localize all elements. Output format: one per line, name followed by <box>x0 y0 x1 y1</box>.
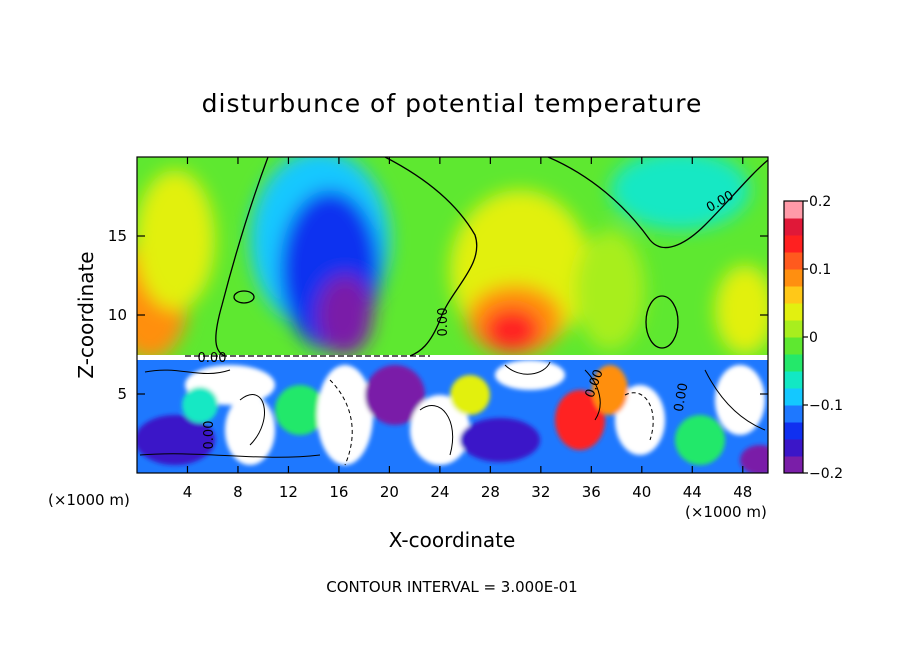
colorbar-swatch-9 <box>784 303 803 321</box>
y-tick-label-1: 10 <box>108 306 127 324</box>
lower-patch-11 <box>615 385 665 455</box>
lower-patch-5 <box>317 365 373 465</box>
colorbar: 0.2 0.1 0 −0.1 −0.2 <box>783 194 843 482</box>
lower-patch-13 <box>715 365 765 435</box>
lower-patch-9 <box>495 360 565 390</box>
lower-patch-4 <box>275 385 325 435</box>
contour-label-6: 0.00 <box>672 382 692 413</box>
closed-contour-right <box>645 295 679 349</box>
colorbar-tick-label-3: −0.1 <box>809 398 843 414</box>
x-tick-label-4: 20 <box>380 483 399 501</box>
field-blob-yellow-far-right <box>715 265 768 355</box>
zero-contour-right <box>547 157 768 249</box>
y-tick-label-2: 15 <box>108 227 127 245</box>
contour-label-3: 0.00 <box>198 351 227 366</box>
x-axis: 4 8 12 16 20 24 28 32 36 40 44 48 <box>183 157 752 501</box>
x-tick-label-5: 24 <box>430 483 449 501</box>
contour-interval-footer: CONTOUR INTERVAL = 3.000E-01 <box>326 578 577 596</box>
lower-patch-6 <box>365 365 425 425</box>
zero-contour-left <box>215 157 269 357</box>
colorbar-swatch-2 <box>784 422 803 440</box>
y-axis: 5 10 15 <box>108 227 768 403</box>
lower-patch-10 <box>555 390 605 450</box>
x-tick-label-7: 32 <box>531 483 550 501</box>
contour-label-2: 0.00 <box>436 308 451 337</box>
field-blob-cyan-right <box>610 157 750 230</box>
y-axis-label: Z-coordinate <box>74 251 98 378</box>
lower-patch-14 <box>592 365 628 415</box>
colorbar-swatch-0 <box>784 456 803 474</box>
x-tick-label-3: 16 <box>329 483 348 501</box>
x-tick-label-1: 8 <box>233 483 243 501</box>
x-tick-label-0: 4 <box>183 483 193 501</box>
x-unit-left: (×1000 m) <box>48 491 130 509</box>
colorbar-tick-label-4: −0.2 <box>809 466 843 482</box>
lower-patch-8 <box>460 418 540 462</box>
colorbar-swatch-12 <box>784 252 803 270</box>
lower-contours <box>139 361 766 466</box>
colorbar-swatch-15 <box>784 201 803 219</box>
contour-label-4: 0.00 <box>202 421 217 450</box>
x-tick-label-10: 44 <box>683 483 702 501</box>
field-blob-yellow-left <box>137 170 215 310</box>
heatmap-field: 0.00 0.00 0.00 0.00 0.00 0.00 <box>137 157 768 473</box>
zero-contour-center <box>384 157 478 357</box>
x-tick-label-11: 48 <box>733 483 752 501</box>
upper-contours <box>185 157 768 357</box>
x-tick-label-2: 12 <box>279 483 298 501</box>
lower-patch-17 <box>740 445 768 473</box>
layer-boundary <box>137 355 768 360</box>
field-blob-deep-center <box>317 275 373 355</box>
lower-patch-1 <box>137 415 215 465</box>
colorbar-swatch-14 <box>784 218 803 236</box>
y-tick-label-0: 5 <box>117 385 127 403</box>
upper-field <box>137 157 768 360</box>
colorbar-swatch-4 <box>784 388 803 406</box>
x-tick-label-8: 36 <box>582 483 601 501</box>
colorbar-tick-label-1: 0.1 <box>809 262 831 278</box>
x-tick-label-9: 40 <box>632 483 651 501</box>
lower-patch-16 <box>182 387 218 423</box>
colorbar-swatch-3 <box>784 405 803 423</box>
colorbar-swatch-1 <box>784 439 803 457</box>
x-unit-right: (×1000 m) <box>685 503 767 521</box>
colorbar-tick-label-2: 0 <box>809 330 818 346</box>
x-tick-label-6: 28 <box>481 483 500 501</box>
lower-patch-3 <box>225 395 275 465</box>
colorbar-swatch-8 <box>784 320 803 338</box>
lower-patch-12 <box>675 415 725 465</box>
colorbar-swatch-7 <box>784 337 803 355</box>
colorbar-swatch-13 <box>784 235 803 253</box>
lower-patch-15 <box>450 375 490 415</box>
closed-contour-left <box>233 290 255 304</box>
x-axis-label: X-coordinate <box>389 528 516 552</box>
colorbar-swatch-6 <box>784 354 803 372</box>
lower-field <box>137 359 768 473</box>
field-blob-yellow-right <box>575 230 645 350</box>
colorbar-tick-label-0: 0.2 <box>809 194 831 210</box>
colorbar-swatch-10 <box>784 286 803 304</box>
chart-title: disturbunce of potential temperature <box>202 89 703 118</box>
colorbar-swatch-11 <box>784 269 803 287</box>
field-blob-red-mid <box>484 308 540 352</box>
colorbar-swatch-5 <box>784 371 803 389</box>
lower-patch-7 <box>410 395 470 465</box>
